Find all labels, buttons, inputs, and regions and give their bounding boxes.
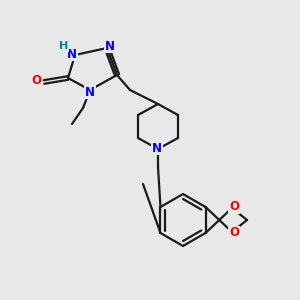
Text: N: N xyxy=(85,85,95,98)
Text: N: N xyxy=(67,47,77,61)
Text: H: H xyxy=(59,41,69,51)
Text: N: N xyxy=(105,40,115,52)
Text: O: O xyxy=(31,74,41,88)
Text: O: O xyxy=(229,200,239,214)
Text: N: N xyxy=(152,142,162,154)
Text: O: O xyxy=(229,226,239,239)
